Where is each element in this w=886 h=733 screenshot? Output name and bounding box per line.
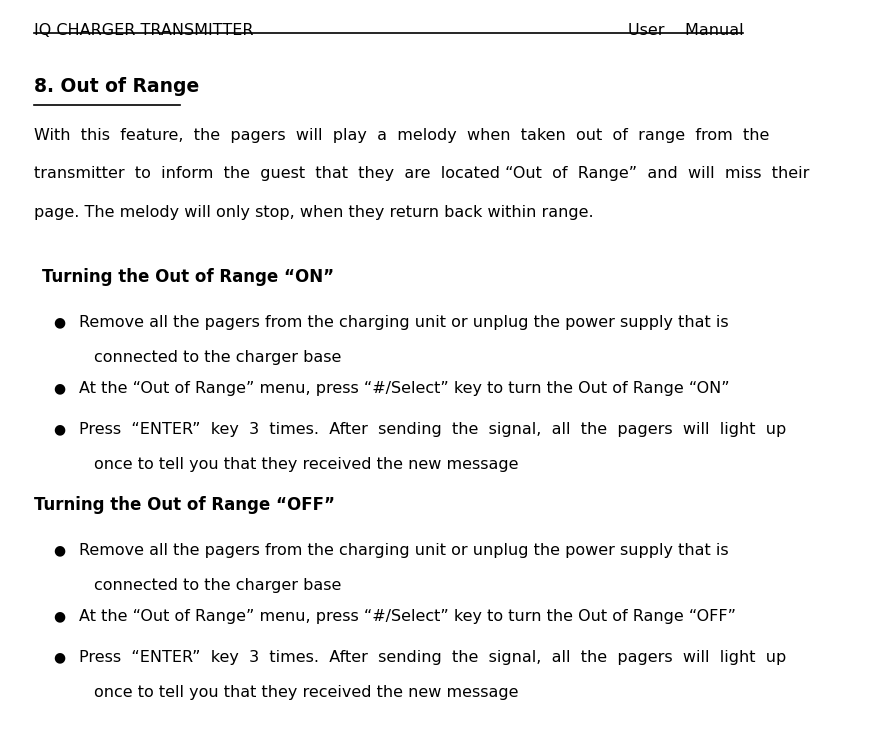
Text: page. The melody will only stop, when they return back within range.: page. The melody will only stop, when th… [35,205,595,219]
Text: ●: ● [54,543,66,557]
Text: At the “Out of Range” menu, press “#/Select” key to turn the Out of Range “ON”: At the “Out of Range” menu, press “#/Sel… [79,381,729,396]
Text: Turning the Out of Range “OFF”: Turning the Out of Range “OFF” [35,496,336,514]
Text: once to tell you that they received the new message: once to tell you that they received the … [94,685,519,700]
Text: Remove all the pagers from the charging unit or unplug the power supply that is: Remove all the pagers from the charging … [79,315,728,330]
Text: ●: ● [54,422,66,436]
Text: ●: ● [54,650,66,664]
Text: connected to the charger base: connected to the charger base [94,578,342,593]
Text: connected to the charger base: connected to the charger base [94,350,342,365]
Text: 8. Out of Range: 8. Out of Range [35,77,199,96]
Text: With  this  feature,  the  pagers  will  play  a  melody  when  taken  out  of  : With this feature, the pagers will play … [35,128,770,143]
Text: once to tell you that they received the new message: once to tell you that they received the … [94,457,519,472]
Text: IQ CHARGER TRANSMITTER: IQ CHARGER TRANSMITTER [35,23,254,38]
Text: Press  “ENTER”  key  3  times.  After  sending  the  signal,  all  the  pagers  : Press “ENTER” key 3 times. After sending… [79,650,786,665]
Text: Remove all the pagers from the charging unit or unplug the power supply that is: Remove all the pagers from the charging … [79,543,728,558]
Text: At the “Out of Range” menu, press “#/Select” key to turn the Out of Range “OFF”: At the “Out of Range” menu, press “#/Sel… [79,609,736,624]
Text: transmitter  to  inform  the  guest  that  they  are  located “Out  of  Range”  : transmitter to inform the guest that the… [35,166,810,181]
Text: User    Manual: User Manual [628,23,743,38]
Text: ●: ● [54,609,66,623]
Text: ●: ● [54,381,66,395]
Text: Turning the Out of Range “ON”: Turning the Out of Range “ON” [43,268,334,286]
Text: ●: ● [54,315,66,329]
Text: Press  “ENTER”  key  3  times.  After  sending  the  signal,  all  the  pagers  : Press “ENTER” key 3 times. After sending… [79,422,786,437]
